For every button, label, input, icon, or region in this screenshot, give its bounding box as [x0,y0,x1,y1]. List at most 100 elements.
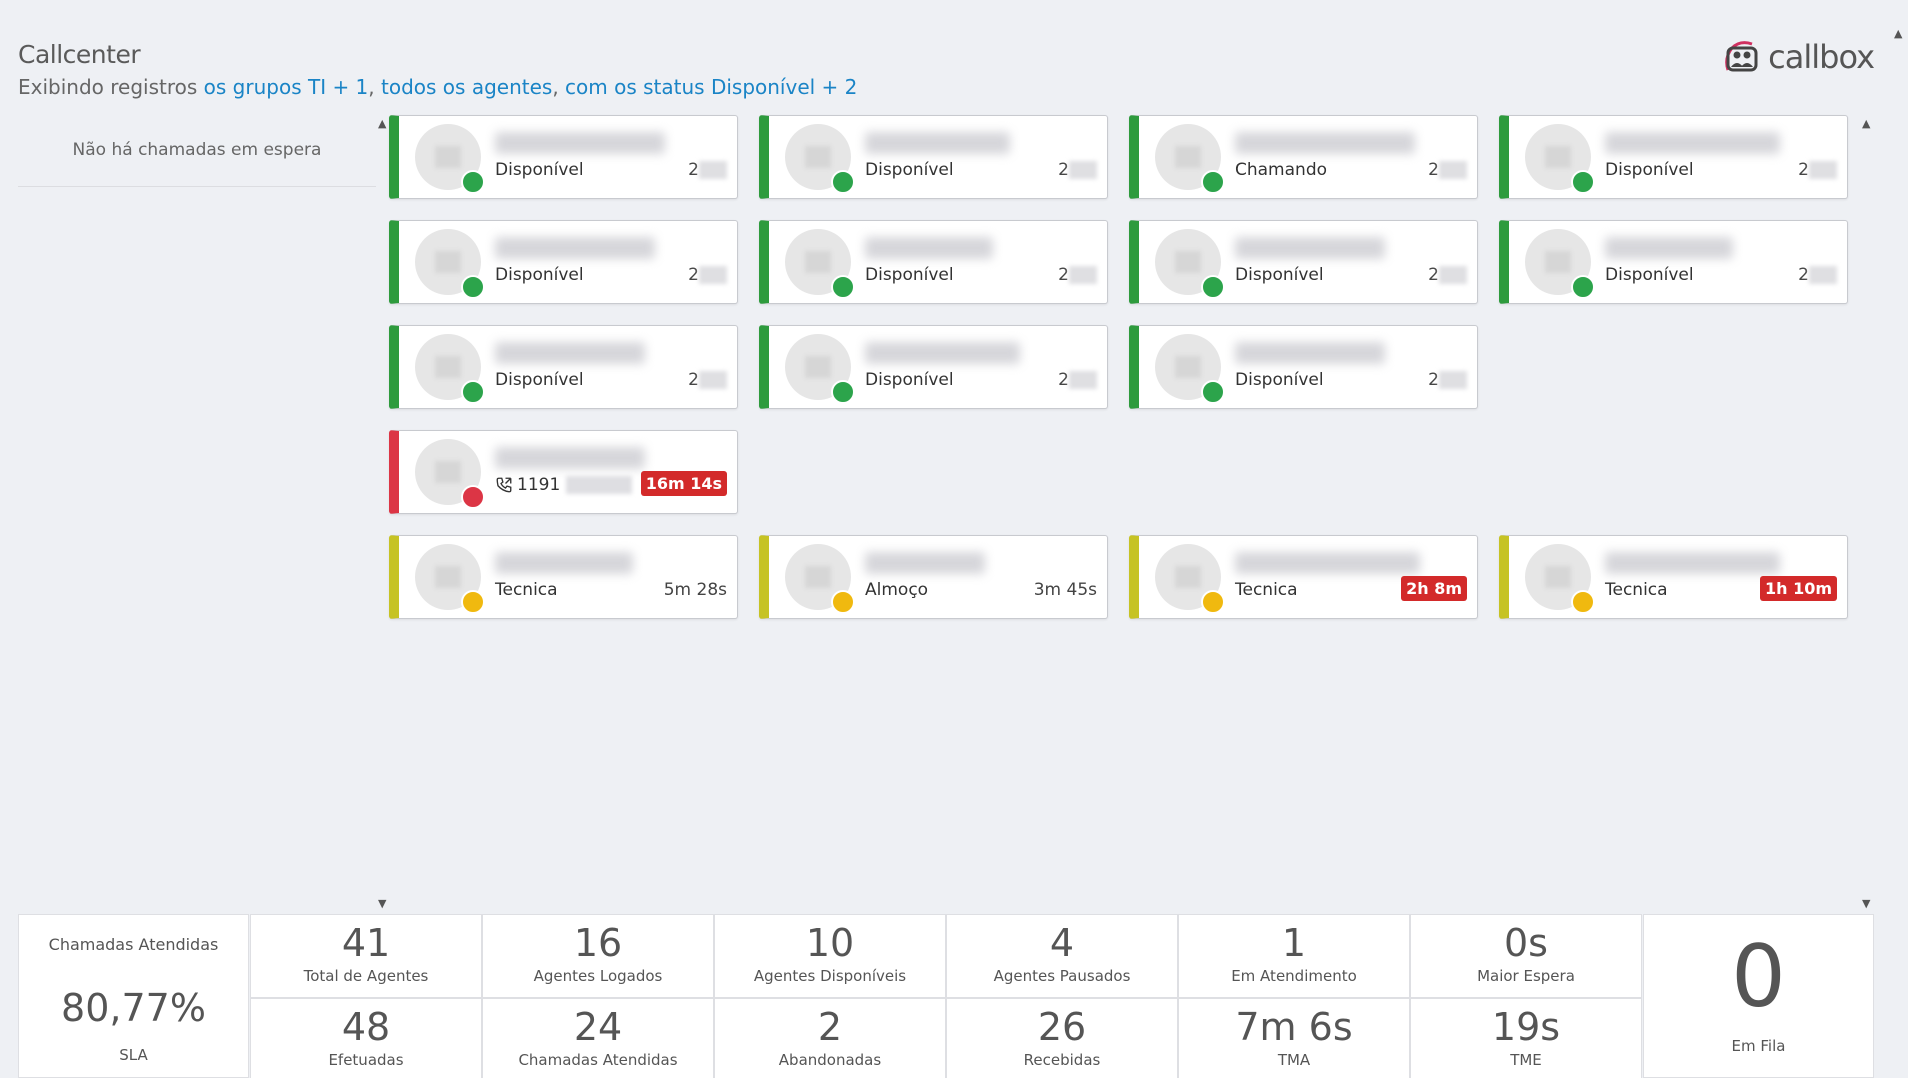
stat-answered-calls: 24 Chamadas Atendidas [482,998,714,1078]
call-duration-badge: 16m 14s [640,471,727,496]
agent-status-time: 2 [1798,265,1837,285]
agent-card[interactable]: Tecnica 1h 10m [1499,535,1848,619]
stat-paused-agents: 4 Agentes Pausados [946,914,1178,998]
agent-name-redacted [495,132,665,154]
agent-card[interactable]: Disponível 2 [389,220,738,304]
sla-label: Chamadas Atendidas [48,935,219,954]
agent-card[interactable]: Disponível 2 [389,325,738,409]
agent-name-redacted [865,132,1010,154]
stat-label: Agentes Pausados [993,967,1131,985]
phone-icon [496,477,512,493]
status-dot [461,275,485,299]
stat-value: 2 [817,1005,843,1049]
agent-status: Chamando [1235,160,1328,180]
status-dot [1201,170,1225,194]
logo-text: callbox [1768,38,1875,76]
stat-max-wait: 0s Maior Espera [1410,914,1642,998]
scroll-down-arrow-queue[interactable]: ▼ [378,897,387,910]
agent-name-redacted [1605,552,1780,574]
agent-status-time: 3m 45s [1033,580,1097,600]
stat-value: 16 [573,921,623,965]
queue-count-stat: 0 Em Fila [1643,914,1874,1078]
stat-label: Efetuadas [328,1051,404,1069]
agent-status-time: 5m 28s [663,580,727,600]
filter-separator: , [368,75,375,99]
pause-duration-badge: 2h 8m [1401,576,1467,601]
agent-status-time: 2 [688,160,727,180]
stat-received-calls: 26 Recebidas [946,998,1178,1078]
stats-panel: Chamadas Atendidas 80,77% SLA 41 Total d… [18,914,1874,1078]
filter-summary: Exibindo registros os grupos TI + 1, tod… [18,75,857,99]
agent-status-time: 2 [1058,265,1097,285]
stat-outgoing-calls: 48 Efetuadas [250,998,482,1078]
status-dot [1201,275,1225,299]
agent-name-redacted [865,552,985,574]
agent-name-redacted [495,342,645,364]
agent-status-time: 2 [1798,160,1837,180]
stat-tma: 7m 6s TMA [1178,998,1410,1078]
agent-name-redacted [495,237,655,259]
page-header: Callcenter Exibindo registros os grupos … [18,40,857,99]
status-dot [461,380,485,404]
stat-label: Chamadas Atendidas [518,1051,678,1069]
agent-card[interactable]: Chamando 2 [1129,115,1478,199]
scroll-up-arrow-queue[interactable]: ▲ [378,117,387,130]
status-dot [461,590,485,614]
agent-card[interactable]: Disponível 2 [389,115,738,199]
agent-card[interactable]: Disponível 2 [759,325,1108,409]
waiting-calls-panel: Não há chamadas em espera [18,120,376,187]
page-scroll-up-arrow[interactable]: ▲ [1894,27,1903,40]
stat-logged-agents: 16 Agentes Logados [482,914,714,998]
agent-status: Disponível [865,160,954,180]
agent-card[interactable]: Disponível 2 [759,115,1108,199]
agent-name-redacted [495,552,633,574]
filter-status-link[interactable]: com os status Disponível + 2 [565,75,858,99]
agent-status: Disponível [495,160,584,180]
agent-card[interactable]: Disponível 2 [1499,220,1848,304]
scroll-down-arrow-grid[interactable]: ▼ [1862,897,1871,910]
stat-label: Abandonadas [778,1051,882,1069]
agent-card[interactable]: Tecnica 2h 8m [1129,535,1478,619]
filter-agents-link[interactable]: todos os agentes [381,75,553,99]
caller-number: 1191 [517,475,561,495]
status-dot [1201,590,1225,614]
scroll-up-arrow-grid[interactable]: ▲ [1862,117,1871,130]
agent-name-redacted [1605,237,1733,259]
stat-label: Maior Espera [1477,967,1575,985]
agent-status: Disponível [865,265,954,285]
agent-status: Tecnica [1605,580,1668,600]
page-title: Callcenter [18,40,141,69]
status-dot [831,170,855,194]
agent-card[interactable]: Tecnica 5m 28s [389,535,738,619]
stat-label: Em Atendimento [1231,967,1357,985]
agent-name-redacted [865,342,1020,364]
agent-name-redacted [1605,132,1780,154]
agent-name-redacted [1235,237,1385,259]
agent-status-time: 2 [688,265,727,285]
stat-value: 41 [341,921,391,965]
stat-value: 0s [1504,921,1548,965]
agent-card[interactable]: Disponível 2 [1129,220,1478,304]
agent-status: Disponível [865,370,954,390]
agent-status: Disponível [495,265,584,285]
filter-prefix: Exibindo registros [18,75,198,99]
stat-label: TME [1510,1051,1542,1069]
agent-card[interactable]: Almoço 3m 45s [759,535,1108,619]
agent-status: Tecnica [495,580,558,600]
stat-value: 4 [1049,921,1075,965]
filter-groups-link[interactable]: os grupos TI + 1 [203,75,369,99]
stat-value: 26 [1037,1005,1087,1049]
agent-status-time: 2 [1428,370,1467,390]
stat-tme: 19s TME [1410,998,1642,1078]
stat-abandoned-calls: 2 Abandonadas [714,998,946,1078]
agent-card[interactable]: Disponível 2 [1129,325,1478,409]
stat-available-agents: 10 Agentes Disponíveis [714,914,946,998]
agent-name-redacted [1235,342,1385,364]
status-dot [1571,170,1595,194]
agent-card[interactable]: Disponível 2 [1499,115,1848,199]
agent-card[interactable]: 1191 16m 14s [389,430,738,514]
stat-total-agents: 41 Total de Agentes [250,914,482,998]
agent-status: Disponível [1235,265,1324,285]
status-dot [461,170,485,194]
agent-card[interactable]: Disponível 2 [759,220,1108,304]
